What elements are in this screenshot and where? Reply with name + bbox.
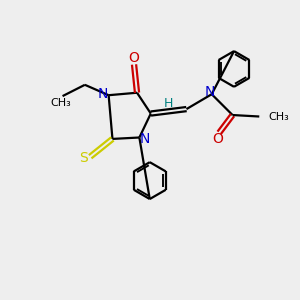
Text: H: H: [164, 97, 173, 110]
Text: S: S: [79, 151, 88, 165]
Text: N: N: [98, 87, 108, 101]
Text: CH₃: CH₃: [51, 98, 71, 108]
Text: O: O: [129, 51, 140, 65]
Text: CH₃: CH₃: [268, 112, 289, 122]
Text: N: N: [140, 132, 151, 146]
Text: N: N: [205, 85, 215, 99]
Text: O: O: [212, 132, 223, 146]
